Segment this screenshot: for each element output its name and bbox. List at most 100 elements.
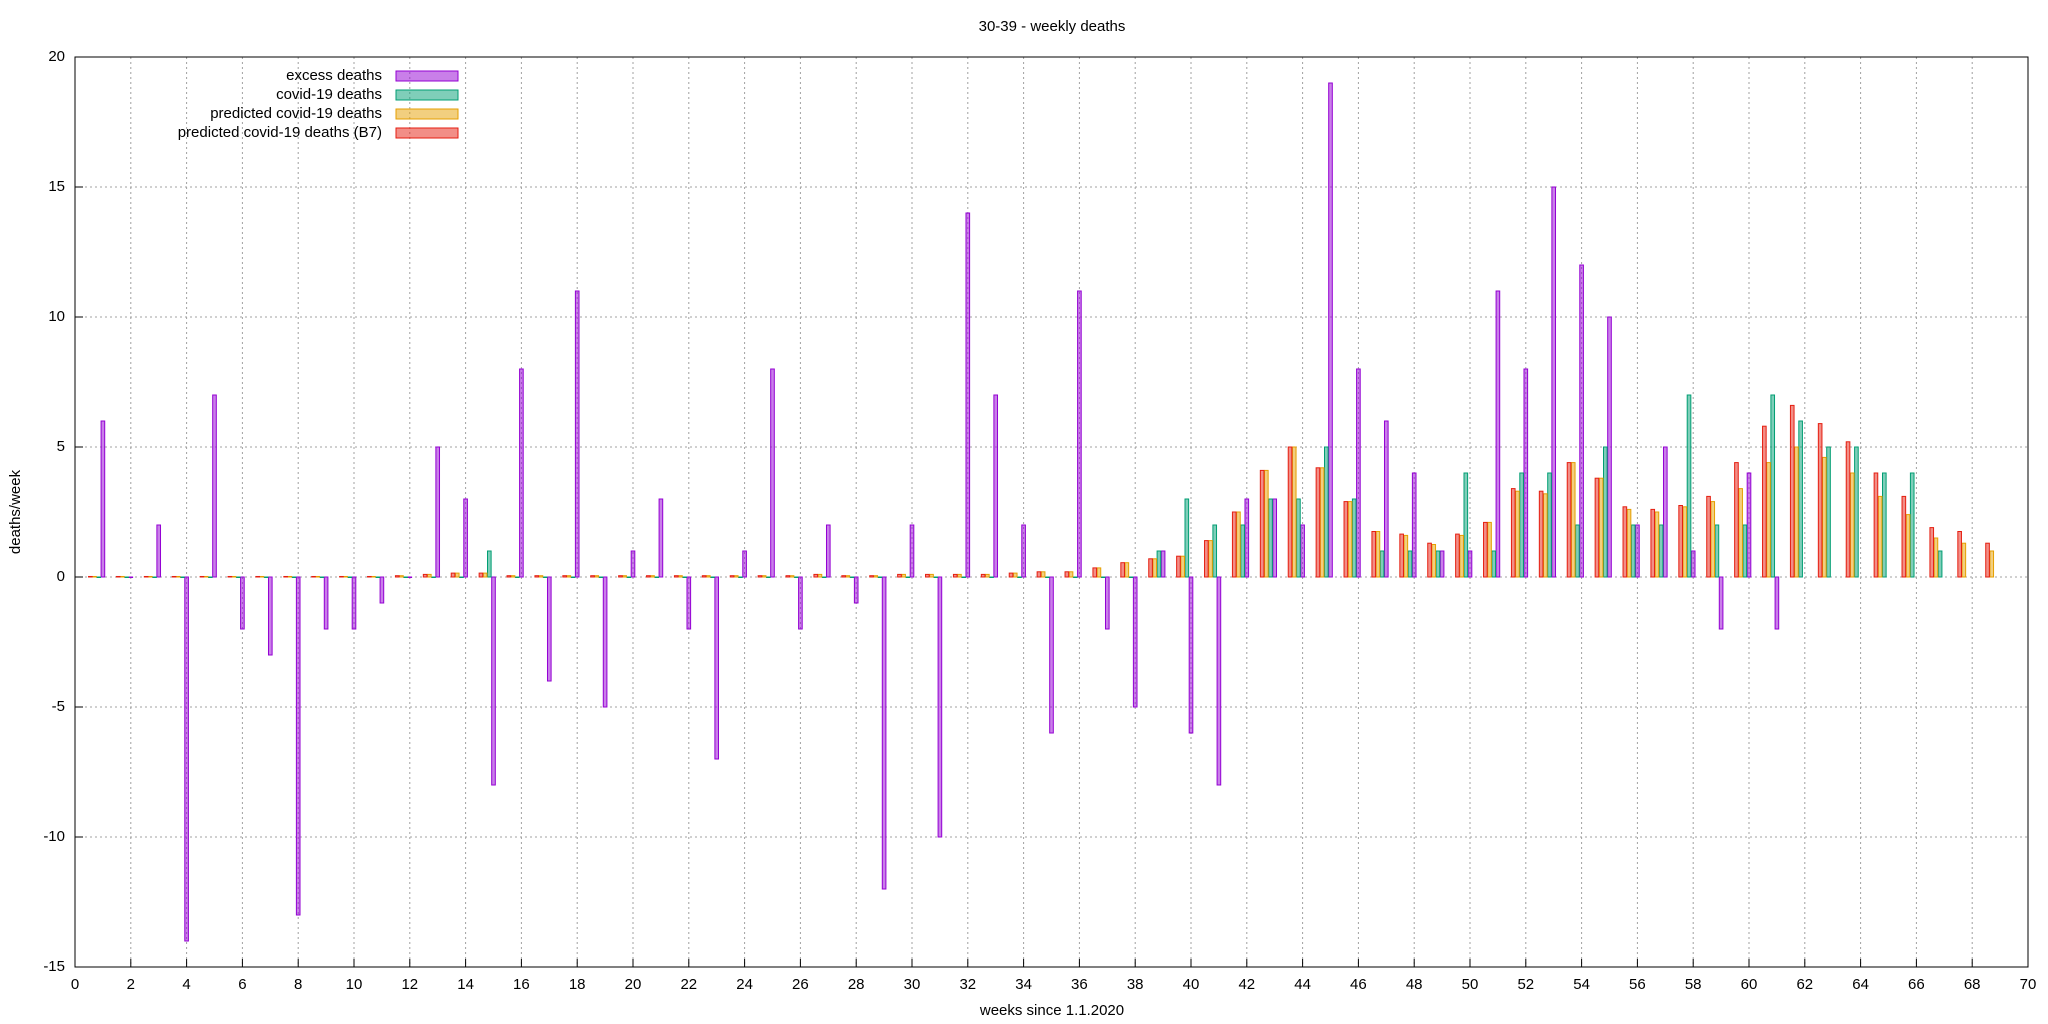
x-tick-label: 0	[71, 976, 79, 993]
bar	[1957, 531, 1962, 578]
x-tick-label: 42	[1238, 976, 1255, 993]
bar	[152, 576, 157, 578]
bar	[841, 575, 846, 578]
legend-swatch	[395, 70, 459, 82]
bar	[1045, 576, 1050, 578]
bar	[403, 576, 408, 578]
x-tick-label: 64	[1852, 976, 1869, 993]
x-tick-label: 18	[569, 976, 586, 993]
bar	[714, 576, 720, 760]
x-tick-label: 22	[680, 976, 697, 993]
bar	[1854, 446, 1859, 578]
bar	[952, 573, 958, 578]
bar	[259, 575, 265, 578]
bar	[1188, 576, 1194, 734]
bar	[933, 576, 939, 578]
bar	[626, 576, 632, 578]
x-tick-label: 62	[1796, 976, 1813, 993]
bar	[1259, 469, 1265, 578]
bar	[1766, 462, 1771, 578]
bar	[1176, 555, 1181, 578]
bar	[478, 572, 484, 578]
bar	[1092, 567, 1098, 578]
bar	[1328, 82, 1333, 578]
bar	[682, 576, 687, 578]
bar	[1738, 488, 1743, 578]
bar	[1794, 446, 1799, 578]
bar	[1519, 472, 1524, 578]
bar	[766, 576, 771, 578]
y-tick-label: 10	[48, 308, 65, 325]
bar	[813, 573, 819, 578]
bar	[925, 573, 930, 578]
bar	[1845, 441, 1851, 578]
bar	[124, 576, 129, 578]
bar	[1231, 511, 1237, 578]
x-tick-label: 10	[346, 976, 363, 993]
bar	[793, 576, 799, 578]
bar	[1770, 394, 1776, 578]
bar	[1375, 531, 1381, 578]
bar	[1068, 571, 1074, 578]
bar	[849, 576, 855, 578]
bar	[1104, 576, 1110, 630]
bar	[1208, 540, 1213, 578]
y-tick-label: -5	[52, 698, 65, 715]
bar	[1826, 446, 1831, 578]
bar	[263, 576, 269, 578]
bar	[1510, 488, 1516, 578]
bar	[1347, 501, 1353, 578]
bar	[92, 575, 97, 578]
bar	[1789, 404, 1795, 578]
bar	[1523, 368, 1529, 578]
bar	[311, 575, 316, 578]
bar	[686, 576, 692, 630]
bar	[319, 576, 325, 578]
bar	[1128, 576, 1134, 578]
x-tick-label: 36	[1071, 976, 1088, 993]
bar	[1455, 533, 1460, 578]
bar	[546, 576, 552, 682]
bar	[1315, 467, 1321, 578]
bar	[1682, 506, 1688, 578]
bar	[184, 576, 189, 942]
bar	[1607, 316, 1612, 578]
bar	[435, 446, 441, 578]
bar	[208, 576, 213, 578]
bar	[980, 573, 986, 578]
bar	[538, 575, 544, 578]
x-tick-label: 14	[457, 976, 474, 993]
bar	[1985, 542, 1990, 578]
bar	[1706, 495, 1711, 578]
bar	[1356, 368, 1361, 578]
bar	[1570, 462, 1576, 578]
bar	[1268, 498, 1273, 578]
bar	[128, 576, 134, 578]
bar	[1300, 524, 1305, 578]
bar	[212, 394, 217, 578]
bar	[877, 576, 883, 578]
bar	[1040, 571, 1046, 578]
bar	[1718, 576, 1724, 630]
bar	[965, 212, 971, 578]
bar	[291, 576, 297, 578]
bar	[227, 575, 233, 578]
bar	[1598, 477, 1604, 578]
bar	[1690, 550, 1696, 578]
y-tick-label: 20	[48, 48, 65, 65]
y-tick-label: -10	[43, 828, 65, 845]
y-axis-label: deaths/week	[7, 469, 24, 554]
bar	[1021, 524, 1026, 578]
y-tick-label: 0	[57, 568, 65, 585]
bar	[100, 420, 106, 578]
bar	[519, 368, 524, 578]
bar	[1431, 544, 1437, 578]
bar	[1077, 290, 1082, 578]
bar	[1411, 472, 1417, 578]
bar	[909, 524, 915, 578]
bar	[1822, 456, 1827, 578]
bar	[1036, 571, 1042, 578]
bar	[463, 498, 468, 578]
bar	[733, 575, 739, 578]
x-tick-label: 52	[1517, 976, 1534, 993]
